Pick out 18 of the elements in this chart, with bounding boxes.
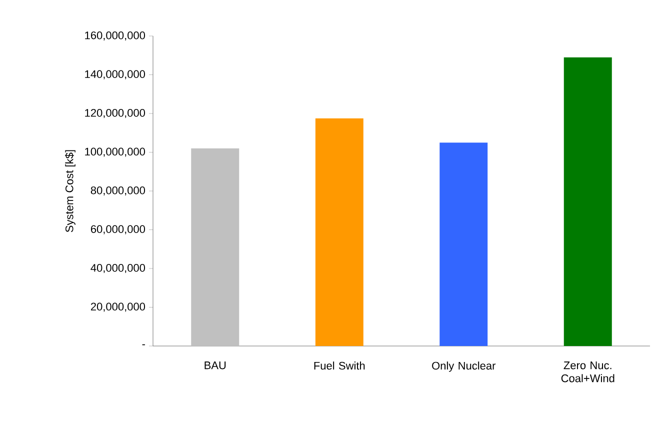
y-tick-label: 40,000,000	[90, 264, 146, 274]
y-tick-label: 100,000,000	[85, 148, 146, 157]
bar	[191, 148, 240, 346]
x-tick-label: Fuel Swith	[314, 362, 365, 370]
y-tick-label: 60,000,000	[90, 225, 146, 234]
y-axis-title: System Cost [k$]	[65, 150, 76, 232]
bar	[315, 118, 364, 346]
bar	[564, 57, 612, 346]
x-tick-label: Only Nuclear	[432, 362, 496, 372]
y-tick-label: -	[142, 344, 145, 346]
y-tick-label: 120,000,000	[85, 108, 146, 118]
x-tick-label: Zero Nuc. Coal+Wind	[561, 362, 614, 382]
y-tick-label: 20,000,000	[90, 302, 146, 312]
y-tick-label: 80,000,000	[90, 186, 146, 196]
bar	[440, 142, 488, 346]
y-tick-label: 160,000,000	[85, 31, 146, 41]
y-tick-label: 140,000,000	[85, 70, 146, 80]
x-tick-label: BAU	[204, 362, 226, 370]
